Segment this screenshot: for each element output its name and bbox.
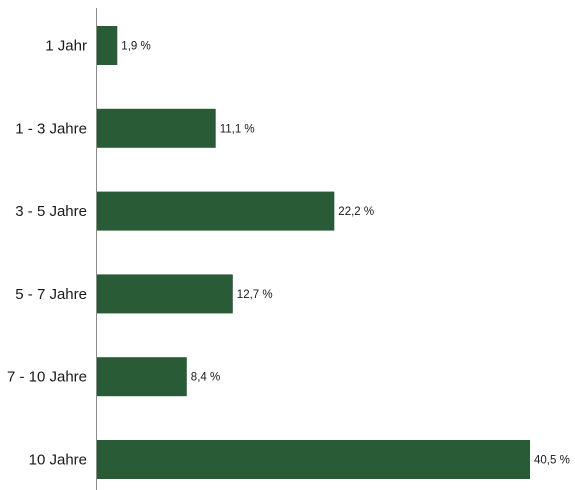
bar-6 [97, 440, 530, 479]
category-label: 7 - 10 Jahre [7, 369, 87, 386]
value-label: 12,7 % [237, 289, 273, 301]
value-labels-group: 1,9 % 11,1 % 22,2 % 12,7 % 8,4 % 40,5 % [121, 41, 570, 467]
category-label: 1 - 3 Jahre [15, 120, 87, 137]
bar-2 [97, 108, 216, 148]
bar-5 [97, 357, 187, 397]
category-label: 3 - 5 Jahre [15, 203, 87, 220]
bar-4 [97, 274, 233, 314]
value-label: 40,5 % [534, 455, 570, 467]
category-labels-group: 1 Jahr 1 - 3 Jahre 3 - 5 Jahre 5 - 7 Jahre 7… [7, 38, 87, 469]
bars-group [97, 26, 530, 479]
category-label: 1 Jahr [45, 38, 87, 55]
value-label: 11,1 % [220, 123, 255, 135]
value-label: 22,2 % [338, 206, 374, 218]
bar-1 [97, 26, 118, 65]
bar-3 [97, 191, 335, 231]
value-label: 8,4 % [191, 372, 220, 384]
category-label: 5 - 7 Jahre [15, 286, 87, 303]
value-label: 1,9 % [121, 41, 150, 53]
category-label: 10 Jahre [29, 452, 87, 469]
